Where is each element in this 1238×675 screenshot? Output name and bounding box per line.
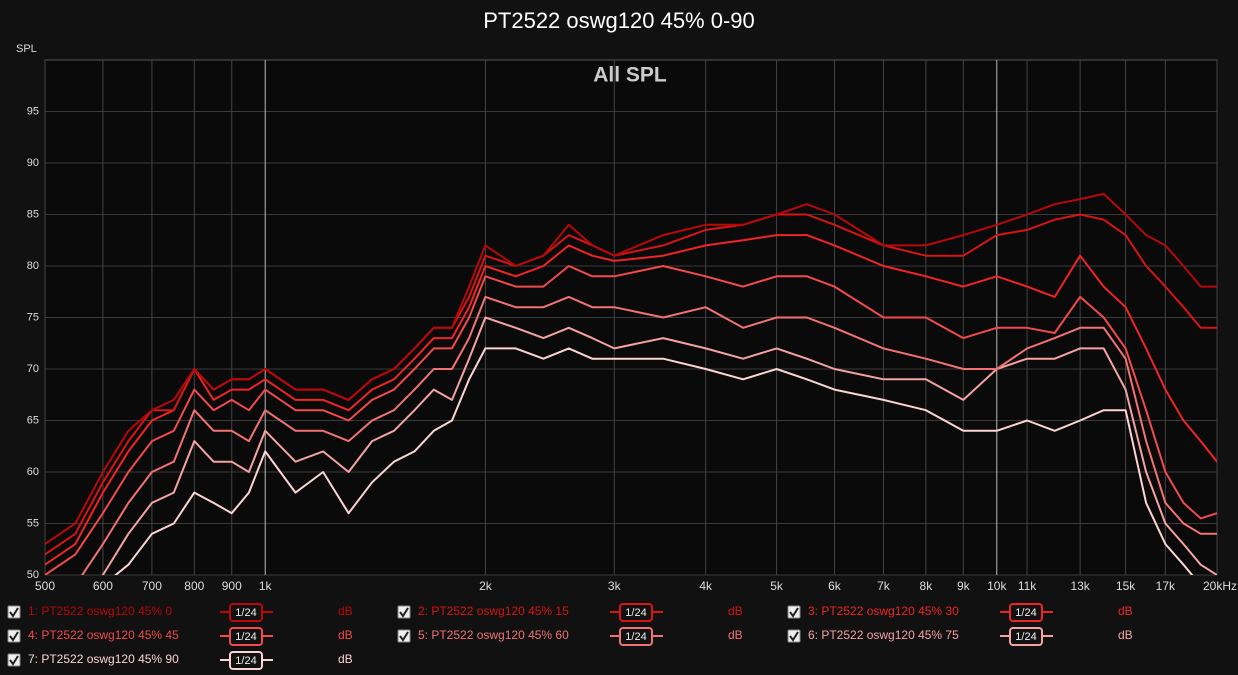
- x-tick-label: 2k: [479, 579, 493, 593]
- y-tick-label: 75: [27, 311, 39, 323]
- legend-smoothing-box: [229, 651, 263, 670]
- legend-check: [9, 655, 19, 666]
- legend-unit: dB: [1118, 628, 1133, 642]
- x-tick-label: 15k: [1116, 579, 1136, 593]
- legend-check: [9, 631, 19, 642]
- legend-label: 6: PT2522 oswg120 45% 75: [808, 628, 959, 642]
- x-tick-label: 900: [222, 579, 242, 593]
- legend-check: [399, 631, 409, 642]
- series-line: [45, 192, 1217, 545]
- y-tick-label: 85: [27, 208, 39, 220]
- x-tick-label: 5k: [770, 579, 784, 593]
- chart-title: PT2522 oswg120 45% 0-90: [483, 8, 755, 33]
- legend-label: 4: PT2522 oswg120 45% 45: [28, 628, 179, 642]
- legend-smoothing: 1/24: [1015, 631, 1036, 643]
- x-tick-label: 11k: [1018, 579, 1037, 593]
- x-tick-label: 8k: [920, 579, 934, 593]
- x-tick-label: 17k: [1156, 579, 1176, 593]
- y-tick-label: 70: [27, 363, 39, 375]
- legend-smoothing: 1/24: [625, 607, 646, 619]
- legend-entry[interactable]: 1: PT2522 oswg120 45% 0 1/24 dB: [7, 603, 353, 622]
- legend-check: [9, 607, 19, 618]
- legend-entry[interactable]: 5: PT2522 oswg120 45% 60 1/24 dB: [397, 627, 743, 646]
- x-tick-label: 7k: [877, 579, 891, 593]
- legend-label: 1: PT2522 oswg120 45% 0: [28, 604, 172, 618]
- legend-unit: dB: [728, 628, 743, 642]
- x-tick-label: 10k: [987, 579, 1007, 593]
- chart-subtitle: All SPL: [593, 64, 667, 87]
- legend-label: 2: PT2522 oswg120 45% 15: [418, 604, 569, 618]
- legend-smoothing: 1/24: [1015, 607, 1036, 619]
- x-tick-label: 700: [142, 579, 162, 593]
- y-axis-label: SPL: [16, 43, 37, 55]
- legend-entry[interactable]: 2: PT2522 oswg120 45% 15 1/24 dB: [397, 603, 743, 622]
- series-line: [101, 316, 1217, 575]
- legend-smoothing-box: [229, 627, 263, 646]
- legend-unit: dB: [1118, 604, 1133, 618]
- legend-entry[interactable]: 6: PT2522 oswg120 45% 75 1/24 dB: [787, 627, 1133, 646]
- y-tick-label: 55: [27, 517, 39, 529]
- legend-check: [789, 607, 799, 618]
- x-tick-label: 9k: [957, 579, 971, 593]
- legend-entry[interactable]: 3: PT2522 oswg120 45% 30 1/24 dB: [787, 603, 1133, 622]
- x-tick-label: 4k: [699, 579, 713, 593]
- y-tick-label: 95: [27, 105, 39, 117]
- y-tick-label: 80: [27, 260, 39, 272]
- legend-unit: dB: [338, 604, 353, 618]
- y-tick-label: 50: [27, 569, 39, 581]
- legend-unit: dB: [728, 604, 743, 618]
- legend-unit: dB: [338, 628, 353, 642]
- x-tick-label: 1k: [259, 579, 273, 593]
- legend-smoothing-box: [619, 627, 653, 646]
- legend-smoothing: 1/24: [235, 607, 256, 619]
- series-line: [80, 295, 1217, 575]
- legend-smoothing: 1/24: [235, 655, 256, 667]
- legend-smoothing-box: [229, 603, 263, 622]
- legend-smoothing: 1/24: [625, 631, 646, 643]
- legend-smoothing: 1/24: [235, 631, 256, 643]
- x-tick-label: 800: [184, 579, 204, 593]
- legend-label: 7: PT2522 oswg120 45% 90: [28, 652, 179, 666]
- series-line: [114, 347, 1194, 575]
- legend-entry[interactable]: 4: PT2522 oswg120 45% 45 1/24 dB: [7, 627, 353, 646]
- series-line: [45, 265, 1217, 575]
- y-tick-label: 90: [27, 157, 39, 169]
- legend-smoothing-box: [619, 603, 653, 622]
- x-tick-label: 3k: [608, 579, 622, 593]
- legend-entry[interactable]: 7: PT2522 oswg120 45% 90 1/24 dB: [7, 651, 353, 670]
- x-tick-label: 6k: [828, 579, 842, 593]
- y-tick-label: 60: [27, 466, 39, 478]
- legend-label: 3: PT2522 oswg120 45% 30: [808, 604, 959, 618]
- x-tick-label: 600: [93, 579, 113, 593]
- legend-smoothing-box: [1009, 627, 1043, 646]
- legend-label: 5: PT2522 oswg120 45% 60: [418, 628, 569, 642]
- legend-smoothing-box: [1009, 603, 1043, 622]
- legend-check: [399, 607, 409, 618]
- x-tick-label: 20kHz: [1203, 579, 1237, 593]
- legend-check: [789, 631, 799, 642]
- legend-unit: dB: [338, 652, 353, 666]
- series-line: [45, 234, 1217, 566]
- y-tick-label: 65: [27, 414, 39, 426]
- x-tick-label: 500: [35, 579, 55, 593]
- x-tick-label: 13k: [1070, 579, 1090, 593]
